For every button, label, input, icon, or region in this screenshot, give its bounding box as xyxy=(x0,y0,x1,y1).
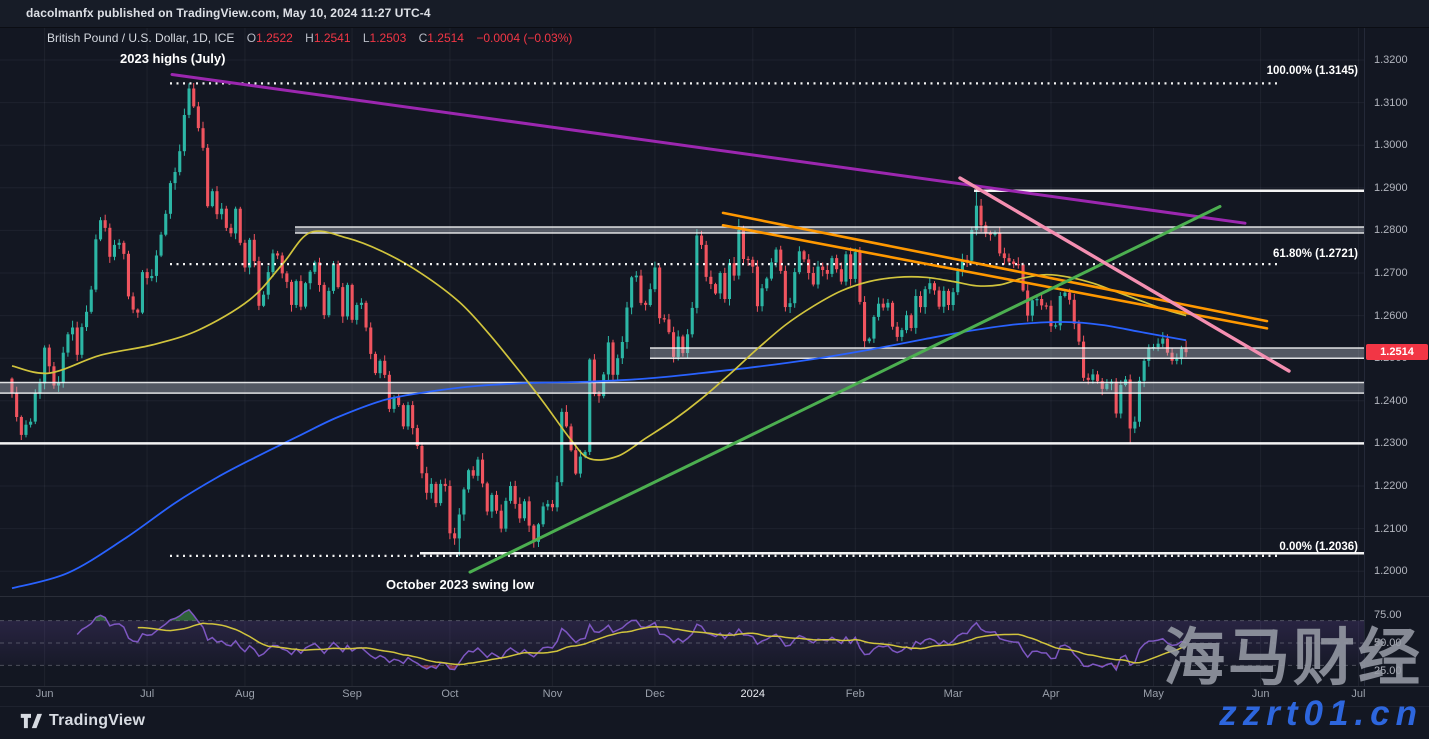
time-axis-label: Oct xyxy=(441,688,459,700)
price-axis-label: 1.2200 xyxy=(1374,480,1408,492)
fib-label-618: 61.80% (1.2721) xyxy=(1272,248,1358,260)
time-axis-label: May xyxy=(1143,688,1164,700)
fib-retracement-lines xyxy=(170,82,1277,558)
candles-layer xyxy=(10,83,1188,556)
trendlines-layer xyxy=(170,73,1291,574)
price-axis-label: 1.2300 xyxy=(1374,437,1408,450)
symbol-legend: British Pound / U.S. Dollar, 1D, ICE O1.… xyxy=(47,31,572,45)
change-value: −0.0004 (−0.03%) xyxy=(476,31,573,45)
close-value: 1.2514 xyxy=(427,31,464,45)
time-axis-label: Apr xyxy=(1042,688,1060,700)
open-label: O xyxy=(246,31,257,45)
green-uptrend xyxy=(468,205,1222,574)
rsi-axis-label: 50.00 xyxy=(1374,637,1402,649)
time-axis-label: Nov xyxy=(542,688,563,700)
fib-label-100: 100.00% (1.3145) xyxy=(1266,65,1358,77)
time-axis-label: Feb xyxy=(845,688,865,700)
price-axis-label: 1.2100 xyxy=(1374,522,1408,535)
publish-info: dacolmanfx published on TradingView.com,… xyxy=(26,6,431,20)
time-axis-label: Jul xyxy=(140,688,155,700)
rsi-axis-label: 25.00 xyxy=(1374,665,1402,677)
time-axis-label: 2024 xyxy=(740,688,766,700)
time-axis-label: Aug xyxy=(235,688,255,700)
orange-channel-lower xyxy=(721,224,1269,330)
price-axis-label: 1.3100 xyxy=(1374,96,1408,109)
time-axis-label: Jun xyxy=(35,688,54,700)
ma-yellow-line xyxy=(11,230,1187,461)
open-value: 1.2522 xyxy=(256,31,293,45)
price-axis-label: 1.2800 xyxy=(1374,224,1408,237)
pink-downtrend xyxy=(958,176,1291,373)
rsi-axis-label: 75.00 xyxy=(1374,609,1402,621)
rsi-line xyxy=(76,608,1187,672)
footer-separator xyxy=(0,705,1429,708)
time-axis-label: Jun xyxy=(1251,688,1270,700)
price-axis-label: 1.3200 xyxy=(1374,54,1408,66)
price-axis-label: 1.2700 xyxy=(1374,267,1408,279)
low-value: 1.2503 xyxy=(369,31,407,45)
watermark-url: zzrt01.cn xyxy=(1219,694,1423,733)
top-bar: dacolmanfx published on TradingView.com,… xyxy=(0,0,1429,28)
tradingview-logo[interactable]: TradingView xyxy=(20,712,145,730)
time-axis-label: Mar xyxy=(943,688,963,700)
price-axis-label: 1.2900 xyxy=(1374,181,1408,194)
fib-label-0: 0.00% (1.2036) xyxy=(1279,541,1358,553)
annotation-october-swing-low: October 2023 swing low xyxy=(386,577,535,592)
time-axis-separator xyxy=(0,685,1429,688)
symbol-title: British Pound / U.S. Dollar, 1D, ICE xyxy=(47,31,235,45)
time-axis-label: Sep xyxy=(342,688,362,700)
high-value: 1.2541 xyxy=(313,31,351,45)
supply-demand-zones xyxy=(0,226,1364,394)
rsi-pane xyxy=(0,608,1364,672)
price-axis-label: 1.3000 xyxy=(1374,139,1408,152)
watermark-cjk: 海马财经 xyxy=(1162,624,1423,693)
rsi-ma-line xyxy=(137,622,1187,666)
tradingview-logo-icon xyxy=(20,713,42,729)
price-axis-label: 1.2000 xyxy=(1374,565,1408,578)
price-axis-label: 1.2400 xyxy=(1374,394,1408,407)
high-label: H xyxy=(305,31,314,45)
time-axis-label: Jul xyxy=(1351,688,1366,700)
price-axis-label: 1.2600 xyxy=(1374,309,1408,322)
annotation-2023-highs: 2023 highs (July) xyxy=(120,51,226,66)
horizontal-levels xyxy=(0,189,1364,555)
tradingview-logo-text: TradingView xyxy=(49,712,146,729)
pane-separator[interactable] xyxy=(0,595,1429,598)
time-axis-label: Dec xyxy=(645,688,665,700)
low-label: L xyxy=(362,31,370,45)
ma-blue-line xyxy=(11,321,1187,590)
last-price-badge: 1.2514 xyxy=(1366,344,1428,361)
axis-border xyxy=(1364,27,1365,686)
purple-downtrend xyxy=(170,73,1247,225)
close-label: C xyxy=(418,31,428,45)
